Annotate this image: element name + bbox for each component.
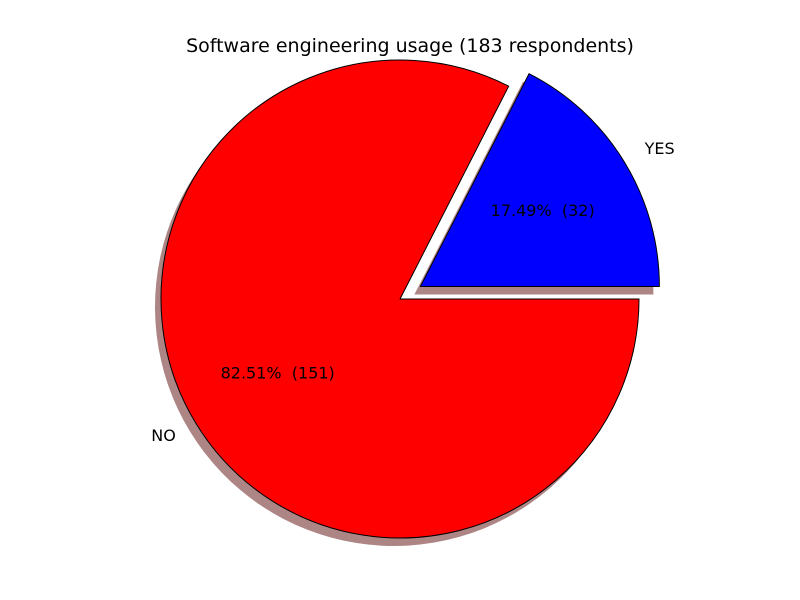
slice-percent-yes: 17.49% (32) bbox=[491, 201, 595, 220]
pie-slices bbox=[160, 59, 660, 539]
chart-title: Software engineering usage (183 responde… bbox=[186, 35, 634, 57]
slice-labels: YES 17.49% (32) NO 82.51% (151) bbox=[151, 139, 674, 445]
slice-label-yes: YES bbox=[644, 139, 675, 158]
pie-slice-no bbox=[160, 59, 640, 539]
slice-percent-no: 82.51% (151) bbox=[221, 363, 335, 382]
slice-label-no: NO bbox=[151, 426, 176, 445]
pie-slice-yes bbox=[419, 73, 660, 288]
